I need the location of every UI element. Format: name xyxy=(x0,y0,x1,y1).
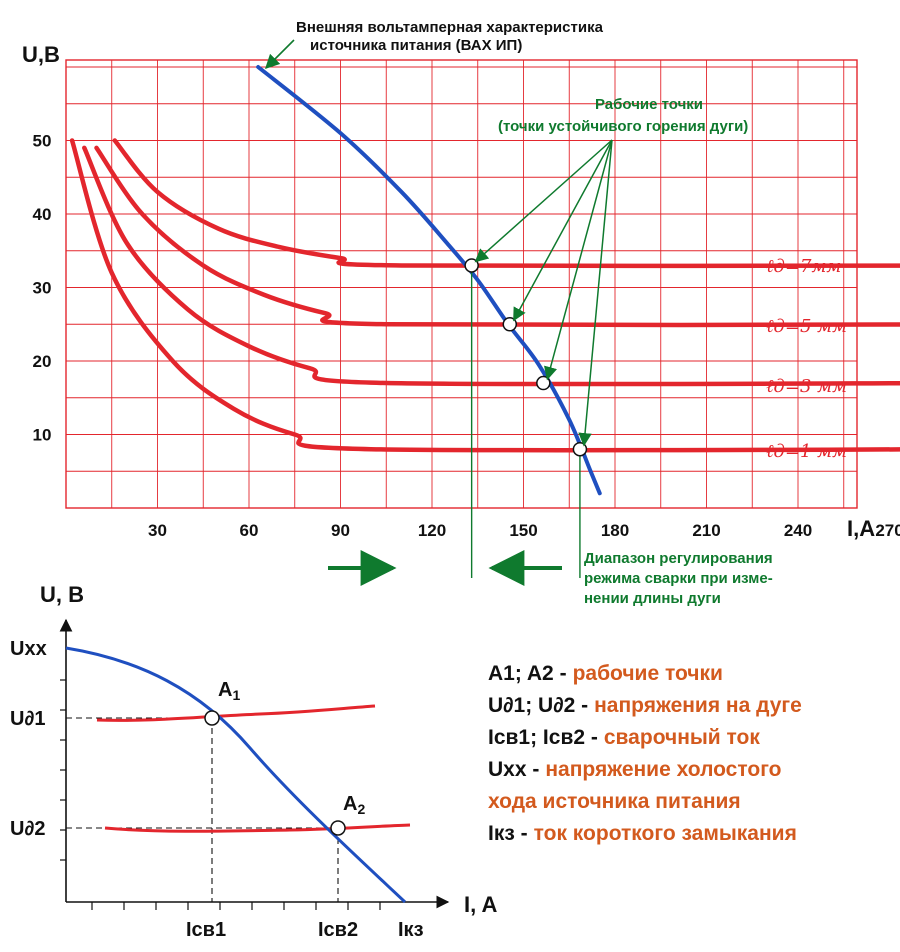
top-x-axis-title: I,A xyxy=(847,516,875,541)
y-tick-10: 10 xyxy=(33,426,52,445)
arc-characteristic-4 xyxy=(69,138,900,453)
working-point-arrow-2 xyxy=(513,139,613,322)
arc-label-3mm: ℓд=3 мм xyxy=(766,376,847,397)
range-note-line1: Диапазон регулирования xyxy=(584,550,773,567)
legend-row-3: Iсв1; Iсв2 - сварочный ток xyxy=(488,726,760,749)
source-curve-note-line2: источника питания (ВАХ ИП) xyxy=(310,37,522,54)
legend-row-4: Uхх - напряжение холостого xyxy=(488,758,782,781)
bottom-x-tick-marks xyxy=(91,902,381,910)
top-y-axis-title: U,В xyxy=(22,42,60,67)
source-curve-note-line1: Внешняя вольтамперная характеристика xyxy=(296,19,604,36)
bottom-y-axis-title: U, B xyxy=(40,582,84,607)
top-curves xyxy=(69,65,900,496)
x-tick-210: 210 xyxy=(692,521,720,540)
y-tick-50: 50 xyxy=(33,132,52,151)
y-tick-40: 40 xyxy=(33,205,52,224)
point-a1-label: A1 xyxy=(218,679,240,703)
y-tick-30: 30 xyxy=(33,279,52,298)
source-curve-arrow xyxy=(264,39,295,70)
working-points-title: Рабочие точки xyxy=(595,96,703,113)
bottom-chart: A1 A2 U, B I, A Uхх U∂1 U∂2 Iсв1 Iсв2 Iк… xyxy=(10,582,498,941)
point-a1 xyxy=(204,710,220,726)
working-point-arrow-3 xyxy=(543,139,613,381)
legend-row-6: Iкз - ток короткого замыкания xyxy=(488,822,797,845)
x-tick-240: 240 xyxy=(784,521,812,540)
bottom-dashed-guides xyxy=(66,717,339,902)
legend-row-1: A1; A2 - рабочие точки xyxy=(488,662,723,685)
x-tick-120: 120 xyxy=(418,521,446,540)
bottom-x-axis-title: I, A xyxy=(464,892,498,917)
x-tick-180: 180 xyxy=(601,521,629,540)
arc-characteristic-2 xyxy=(94,145,900,328)
y-tick-ud2: U∂2 xyxy=(10,818,45,840)
arc-label-5mm: ℓд=5 мм xyxy=(766,316,847,337)
bottom-source-curve xyxy=(65,646,407,904)
working-point-2 xyxy=(502,317,518,332)
x-tick-30: 30 xyxy=(148,521,167,540)
bottom-y-tick-marks xyxy=(60,679,66,861)
x-tick-270: 270 xyxy=(875,521,900,540)
arc-characteristic-3 xyxy=(82,145,900,387)
x-tick-isv1: Iсв1 xyxy=(186,919,226,941)
arc-characteristic-1 xyxy=(112,138,900,269)
point-a2 xyxy=(330,820,346,836)
working-point-arrows xyxy=(474,139,613,447)
y-tick-ud1: U∂1 xyxy=(10,708,45,730)
legend-row-2: U∂1; U∂2 - напряжения на дуге xyxy=(488,694,802,717)
legend-row-5: хода источника питания xyxy=(488,790,741,813)
y-tick-uxx: Uхх xyxy=(10,638,47,660)
point-a2-label: A2 xyxy=(343,793,365,817)
x-tick-90: 90 xyxy=(331,521,350,540)
top-plot-frame xyxy=(65,59,858,509)
bottom-arc-curve-1 xyxy=(96,704,376,722)
working-point-arrow-1 xyxy=(474,139,613,263)
x-tick-isv2: Iсв2 xyxy=(318,919,358,941)
working-points-subtitle: (точки устойчивого горения дуги) xyxy=(498,118,748,135)
top-chart: 3060901201501802102402703001020304050 U,… xyxy=(22,19,900,607)
working-point-arrow-4 xyxy=(578,139,613,447)
range-note-line3: нении длины дуги xyxy=(584,590,721,607)
arc-label-1mm: ℓд=1 мм xyxy=(766,441,847,462)
legend: A1; A2 - рабочие точки U∂1; U∂2 - напряжен… xyxy=(488,662,802,845)
top-ticks: 3060901201501802102402703001020304050 xyxy=(33,132,900,541)
x-tick-60: 60 xyxy=(240,521,259,540)
arc-label-7mm: ℓд=7мм xyxy=(766,256,841,277)
working-point-guides xyxy=(470,265,581,578)
bottom-arc-curve-2 xyxy=(104,823,411,833)
working-points xyxy=(464,258,588,457)
x-tick-ikz: Iкз xyxy=(398,919,424,941)
range-note-line2: режима сварки при изме- xyxy=(584,570,773,587)
x-tick-150: 150 xyxy=(509,521,537,540)
y-tick-20: 20 xyxy=(33,352,52,371)
source-curve-note: Внешняя вольтамперная характеристика ист… xyxy=(296,19,607,54)
